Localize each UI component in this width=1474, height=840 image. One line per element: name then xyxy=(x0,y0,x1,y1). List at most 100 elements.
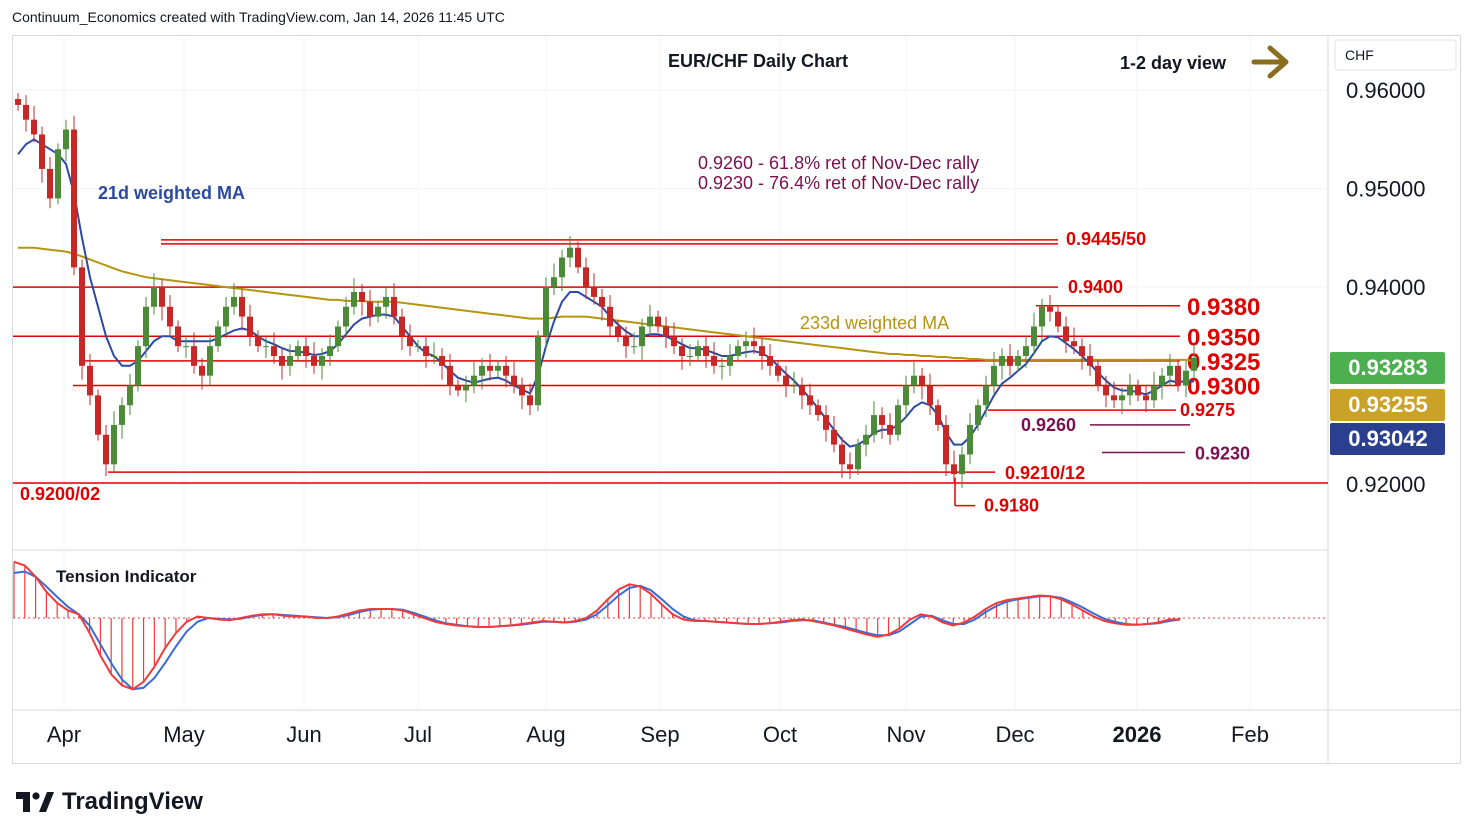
candle-body xyxy=(1095,365,1101,386)
ma-21-label: 21d weighted MA xyxy=(98,183,245,203)
candle-body xyxy=(127,385,133,406)
candle-body xyxy=(447,365,453,386)
tradingview-logo-icon xyxy=(16,792,54,812)
candle-body xyxy=(919,375,925,386)
candle-body xyxy=(791,385,797,387)
view-label: 1-2 day view xyxy=(1120,53,1227,73)
candle-body xyxy=(399,316,405,337)
candle-body xyxy=(55,149,61,199)
candle-body xyxy=(167,306,173,327)
candle-body xyxy=(1023,346,1029,356)
price-badge-label: 0.93042 xyxy=(1348,426,1428,451)
candle-body xyxy=(927,385,933,406)
level-label: 0.9200/02 xyxy=(20,484,100,504)
candle-body xyxy=(903,385,909,406)
candle-body xyxy=(335,326,341,347)
eurchf-daily-chart[interactable]: 0.9445/500.94000.93800.93500.93250.93000… xyxy=(0,0,1474,780)
candle-body xyxy=(295,346,301,356)
candle-body xyxy=(855,444,861,470)
y-tick-label: 0.92000 xyxy=(1346,472,1426,497)
candle-body xyxy=(695,346,701,356)
candle-body xyxy=(215,326,221,347)
candle-body xyxy=(879,415,885,425)
candle-body xyxy=(71,129,77,268)
candle-body xyxy=(727,356,733,366)
candle-body xyxy=(815,405,821,416)
candle-body xyxy=(743,341,749,347)
candle-body xyxy=(887,424,893,435)
candle-body xyxy=(239,296,245,317)
candle-body xyxy=(1031,326,1037,347)
candle-body xyxy=(143,306,149,347)
level-label: 0.9275 xyxy=(1180,400,1235,420)
candle-body xyxy=(47,168,53,199)
candle-body xyxy=(1087,356,1093,366)
retracement-note-2: 0.9230 - 76.4% ret of Nov-Dec rally xyxy=(698,173,979,193)
price-axis-ticks: 0.96000 0.95000 0.94000 0.92000 xyxy=(1346,78,1426,497)
candle-body xyxy=(831,429,837,445)
x-tick-label: Jun xyxy=(286,722,321,747)
currency-box[interactable] xyxy=(1334,39,1457,71)
candle-body xyxy=(487,365,493,371)
attribution-text: Continuum_Economics created with Trading… xyxy=(12,9,505,25)
candle-body xyxy=(495,365,501,371)
candle-body xyxy=(1111,395,1117,401)
x-tick-label: 2026 xyxy=(1113,722,1162,747)
candle-body xyxy=(775,365,781,376)
candle-body xyxy=(463,385,469,391)
candle-body xyxy=(103,434,109,465)
candle-body xyxy=(1151,385,1157,401)
candle-body xyxy=(687,356,693,357)
candle-body xyxy=(751,341,757,347)
candle-body xyxy=(15,99,21,105)
candle-body xyxy=(1143,395,1149,401)
candle-body xyxy=(423,346,429,356)
retracement-note-1: 0.9260 - 61.8% ret of Nov-Dec rally xyxy=(698,153,979,173)
candle-body xyxy=(159,287,165,307)
candle-body xyxy=(591,287,597,297)
candle-body xyxy=(1135,385,1141,396)
time-axis-ticks: Apr May Jun Jul Aug Sep Oct Nov Dec 2026 Feb xyxy=(47,722,1269,747)
candle-body xyxy=(1183,370,1189,386)
candle-body xyxy=(303,346,309,356)
candle-body xyxy=(967,424,973,455)
ma-21-line xyxy=(17,138,1195,448)
candle-body xyxy=(535,336,541,406)
candle-body xyxy=(367,301,373,317)
candle-body xyxy=(119,405,125,425)
candle-body xyxy=(607,306,613,327)
candle-body xyxy=(255,336,261,347)
candle-body xyxy=(247,316,253,337)
candle-body xyxy=(95,395,101,435)
tradingview-logo[interactable]: TradingView xyxy=(16,788,203,816)
candle-body xyxy=(663,326,669,337)
candle-body xyxy=(1167,365,1173,376)
candle-body xyxy=(183,346,189,348)
candle-body xyxy=(503,365,509,376)
candle-body xyxy=(231,296,237,307)
candle-body xyxy=(615,326,621,337)
tradingview-logo-text: TradingView xyxy=(62,788,203,815)
chart-title: EUR/CHF Daily Chart xyxy=(668,51,848,71)
candle-body xyxy=(191,346,197,366)
candle-body xyxy=(911,375,917,386)
currency-label: CHF xyxy=(1345,47,1374,63)
tension-indicator-label: Tension Indicator xyxy=(56,567,197,586)
candle-body xyxy=(519,385,525,396)
candle-body xyxy=(959,454,965,475)
candle-body xyxy=(839,444,845,465)
candle-body xyxy=(1007,356,1013,366)
candle-body xyxy=(935,405,941,425)
candle-body xyxy=(719,365,725,367)
x-tick-label: Feb xyxy=(1231,722,1269,747)
candle-body xyxy=(479,365,485,376)
support-resistance-levels: 0.9445/500.94000.93800.93500.93250.93000… xyxy=(13,229,1328,516)
level-label: 0.9400 xyxy=(1068,277,1123,297)
candle-body xyxy=(847,464,853,470)
tension-indicator-pane xyxy=(13,560,1328,691)
candle-body xyxy=(551,277,557,288)
candle-body xyxy=(655,316,661,327)
candle-body xyxy=(799,385,805,396)
candle-body xyxy=(327,346,333,356)
level-label: 0.9350 xyxy=(1187,324,1260,351)
